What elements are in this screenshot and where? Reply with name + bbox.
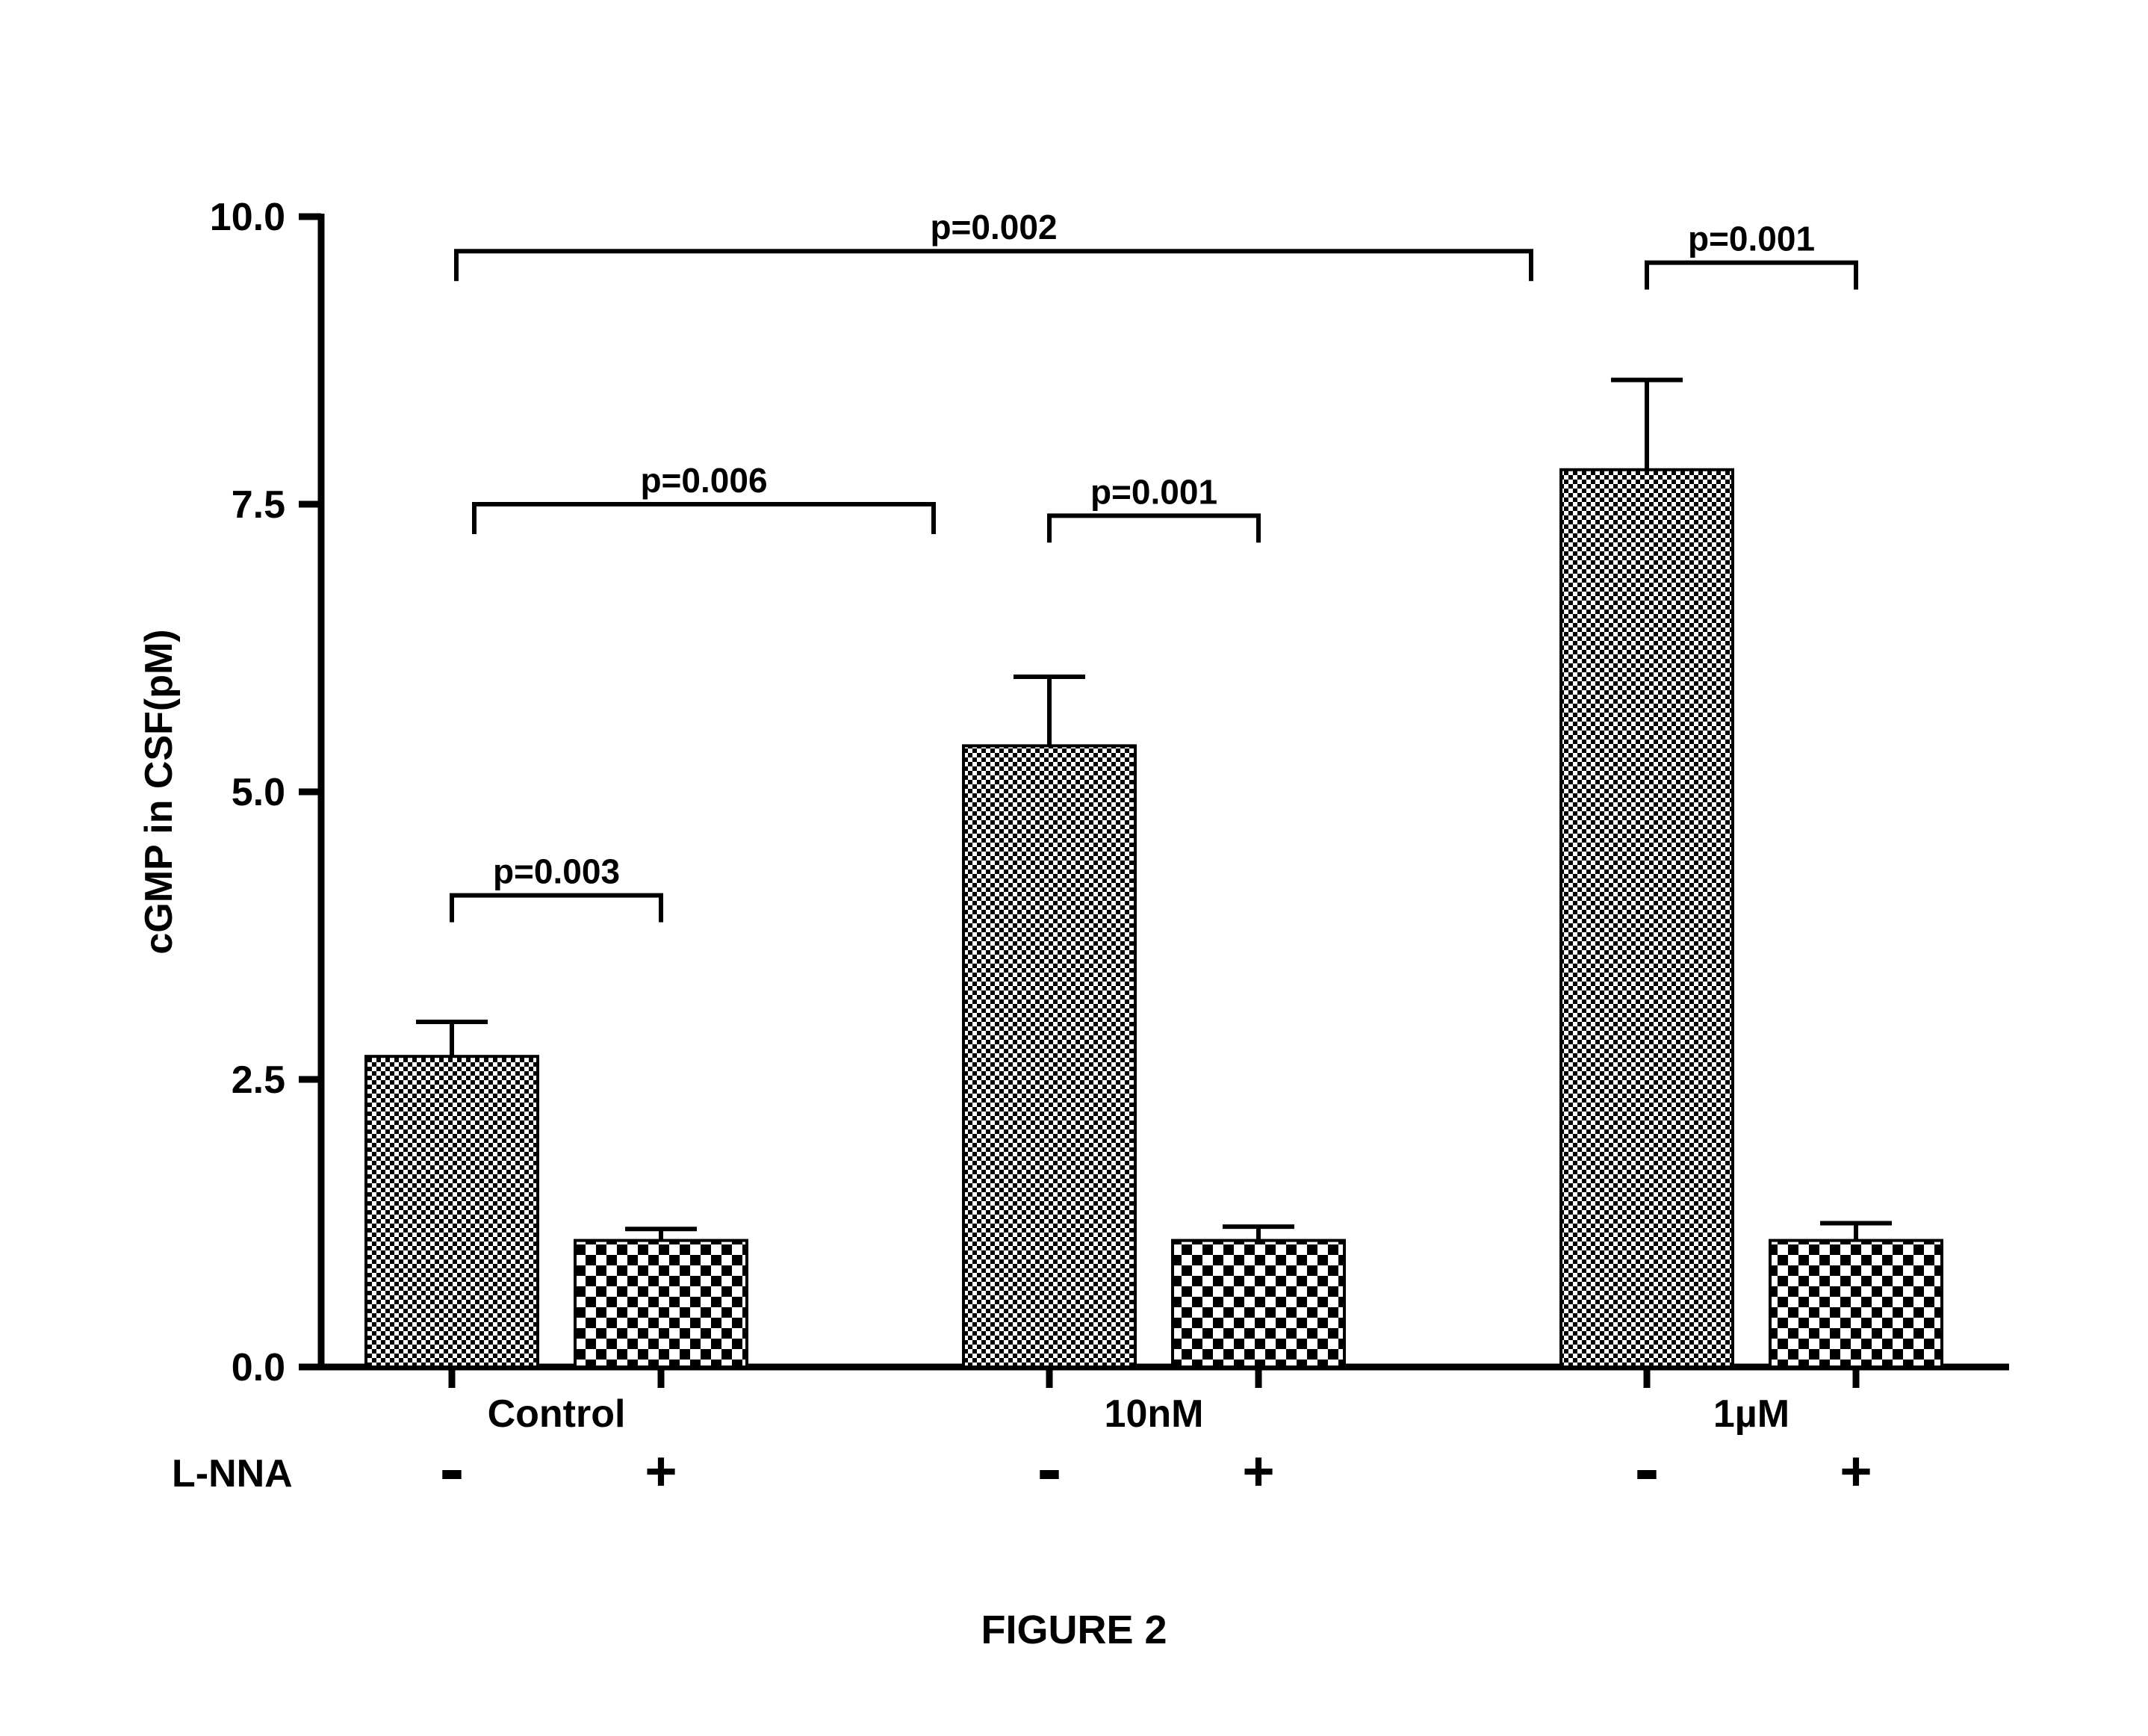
x-group-label: Control: [488, 1392, 626, 1436]
pvalue-label: p=0.001: [1688, 220, 1815, 258]
pvalue-label: p=0.003: [493, 852, 620, 891]
figure-caption: FIGURE 2: [981, 1608, 1167, 1652]
bar-chart-svg: 0.0 2.5 5.0 7.5 10.0 cGMP in CSF(pM) Control 10…: [0, 0, 2148, 1736]
lnna-mark: -: [1037, 1427, 1061, 1510]
bar: [366, 1056, 538, 1367]
bar: [1173, 1241, 1344, 1367]
bar: [575, 1241, 747, 1367]
sig-bracket: [474, 504, 934, 534]
lnna-mark: -: [1634, 1427, 1659, 1510]
bar: [963, 745, 1135, 1367]
bar: [1561, 470, 1733, 1367]
y-tick-label: 0.0: [232, 1346, 285, 1389]
bar: [1770, 1241, 1942, 1367]
sig-bracket: [456, 251, 1531, 281]
y-tick-label: 5.0: [232, 771, 285, 814]
pvalue-label: p=0.002: [930, 208, 1057, 247]
pvalue-label: p=0.006: [640, 461, 767, 500]
chart-group: 0.0 2.5 5.0 7.5 10.0 cGMP in CSF(pM) Control 10…: [137, 196, 2009, 1652]
lnna-mark: +: [645, 1440, 677, 1502]
y-tick-label: 7.5: [232, 483, 285, 527]
y-axis-label: cGMP in CSF(pM): [137, 629, 181, 954]
y-tick-label: 2.5: [232, 1058, 285, 1102]
y-tick-label: 10.0: [210, 196, 285, 239]
lnna-mark: -: [439, 1427, 464, 1510]
sig-bracket: [1049, 515, 1258, 542]
x-group-label: 10nM: [1105, 1392, 1204, 1436]
sig-bracket: [1647, 263, 1856, 290]
sig-bracket: [452, 896, 661, 923]
lnna-mark: +: [1242, 1440, 1274, 1502]
x-group-label: 1µM: [1713, 1392, 1790, 1436]
pvalue-label: p=0.001: [1090, 472, 1217, 511]
lnna-row-label: L-NNA: [172, 1452, 293, 1495]
lnna-mark: +: [1840, 1440, 1872, 1502]
figure-container: 0.0 2.5 5.0 7.5 10.0 cGMP in CSF(pM) Control 10…: [0, 0, 2148, 1736]
